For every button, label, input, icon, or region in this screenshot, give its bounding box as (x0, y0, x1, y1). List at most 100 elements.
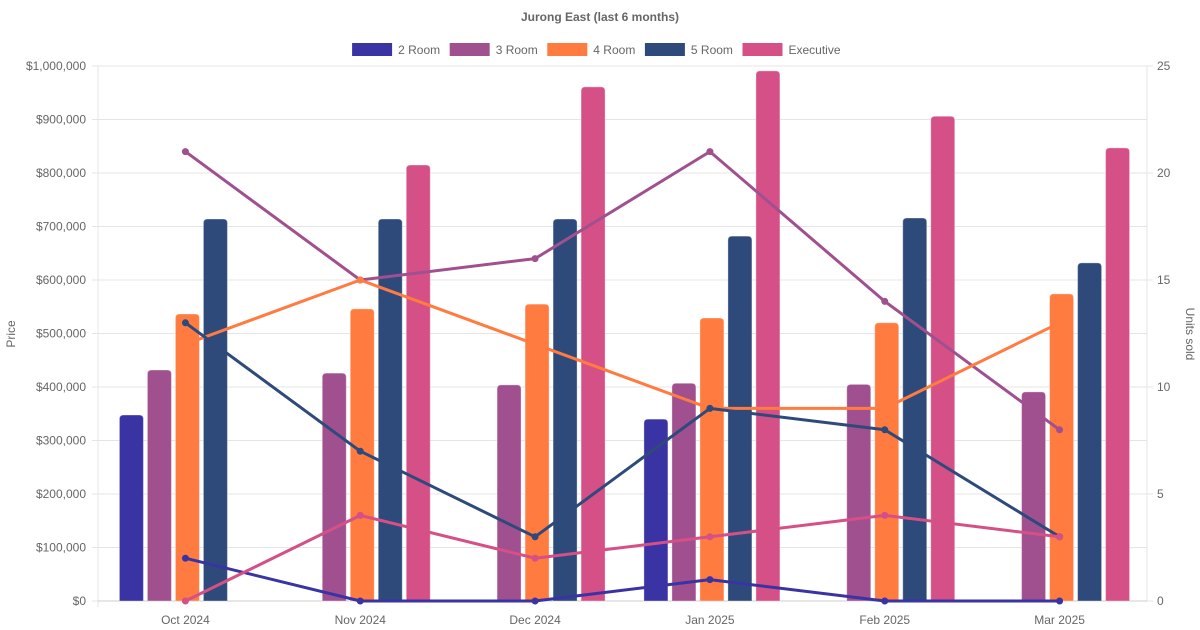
y-tick-label: $300,000 (36, 434, 86, 448)
point-2-room (881, 597, 889, 605)
point-executive (356, 511, 364, 519)
bar-executive (580, 86, 606, 602)
legend-label: 5 Room (691, 43, 733, 57)
point-3-room (881, 297, 889, 305)
legend-label: Executive (789, 43, 841, 57)
bar-executive (755, 70, 781, 602)
line-2-room (185, 556, 1060, 603)
bar-executive (1105, 147, 1131, 602)
point-executive (881, 511, 889, 519)
y-tick-label: $100,000 (36, 541, 86, 555)
bar-4-room (1049, 293, 1075, 602)
point-2-room (356, 597, 364, 605)
line-executive (184, 513, 1060, 603)
point-3-room (181, 148, 189, 156)
x-tick-label: Dec 2024 (509, 613, 561, 627)
legend-item: 2 Room (352, 43, 440, 57)
legend-item: 5 Room (644, 43, 733, 57)
y2-tick-label: 20 (1157, 166, 1171, 180)
x-tick-label: Jan 2025 (685, 613, 735, 627)
legend-item: 3 Room (449, 43, 538, 57)
y-tick-label: $0 (73, 594, 87, 608)
legend-swatch (547, 43, 588, 56)
point-4-room (356, 276, 364, 284)
point-2-room (181, 554, 189, 562)
line-5-room (184, 321, 1061, 539)
point-4-room (181, 340, 189, 348)
y2-tick-label: 15 (1157, 273, 1171, 287)
bar-4-room (349, 308, 375, 602)
point-2-room (1056, 597, 1064, 605)
bar-executive (405, 164, 431, 602)
bar-3-room (496, 384, 522, 602)
point-2-room (706, 576, 714, 584)
legend-item: Executive (742, 43, 841, 57)
point-2-room (531, 597, 539, 605)
y-tick-label: $700,000 (36, 220, 86, 234)
point-4-room (1056, 319, 1064, 327)
bar-5-room (377, 218, 403, 602)
y-tick-label: $400,000 (36, 380, 86, 394)
bar-5-room (727, 235, 753, 602)
bar-4-room (524, 303, 550, 602)
legend-label: 2 Room (398, 43, 440, 57)
bar-5-room (902, 217, 928, 602)
x-tick-label: Feb 2025 (859, 613, 910, 627)
bar-4-room (874, 322, 900, 602)
point-5-room (706, 404, 714, 412)
y-tick-label: $200,000 (36, 487, 86, 501)
y2-tick-label: 10 (1157, 380, 1171, 394)
y2-tick-label: 5 (1157, 487, 1164, 501)
line-3-room (184, 150, 1061, 432)
y-tick-label: $900,000 (36, 113, 86, 127)
bar-3-room (671, 382, 697, 602)
y-tick-label: $800,000 (36, 166, 86, 180)
chart-title: Jurong East (last 6 months) (521, 10, 679, 24)
y-tick-label: $600,000 (36, 273, 86, 287)
point-4-room (881, 404, 889, 412)
bars (118, 70, 1131, 602)
legend-swatch (644, 43, 685, 56)
point-3-room (1056, 426, 1064, 434)
x-tick-label: Mar 2025 (1034, 613, 1085, 627)
point-executive (181, 597, 189, 605)
bar-5-room (552, 218, 578, 602)
point-5-room (356, 447, 364, 455)
bar-5-room (1077, 262, 1103, 602)
legend-item: 4 Room (547, 43, 635, 57)
point-executive (531, 554, 539, 562)
legend-swatch (742, 43, 783, 56)
point-5-room (881, 426, 889, 434)
bar-3-room (321, 372, 347, 602)
point-5-room (181, 319, 189, 327)
bar-5-room (202, 218, 228, 602)
y-axis-left: $0 $100,000 $200,000 $300,000 $400,000 $500,0… (26, 59, 86, 608)
y-axis-right: 0 5 10 15 20 25 (1157, 59, 1171, 608)
point-4-room (531, 340, 539, 348)
grid (92, 65, 1153, 607)
x-tick-label: Oct 2024 (161, 613, 210, 627)
line-4-room (184, 278, 1061, 410)
y2-tick-label: 0 (1157, 594, 1164, 608)
bar-2-room (643, 418, 669, 602)
lines (181, 148, 1064, 605)
y-tick-label: $1,000,000 (26, 59, 86, 73)
x-tick-label: Nov 2024 (335, 613, 387, 627)
bar-3-room (846, 383, 872, 602)
legend-swatch (449, 43, 490, 56)
legend: 2 Room 3 Room 4 Room 5 Room Executive (352, 43, 841, 57)
bar-4-room (699, 317, 725, 602)
x-axis: Oct 2024 Nov 2024 Dec 2024 Jan 2025 Feb 2025… (161, 613, 1085, 627)
bar-4-room (174, 313, 200, 602)
legend-label: 4 Room (593, 43, 635, 57)
point-3-room (706, 148, 714, 156)
bar-3-room (146, 369, 172, 602)
point-executive (1056, 533, 1064, 541)
y2-tick-label: 25 (1157, 59, 1171, 73)
point-3-room (531, 255, 539, 263)
point-5-room (531, 533, 539, 541)
y2-axis-title: Units sold (1183, 308, 1197, 361)
y-axis-title: Price (4, 320, 18, 348)
bar-2-room (118, 414, 144, 602)
